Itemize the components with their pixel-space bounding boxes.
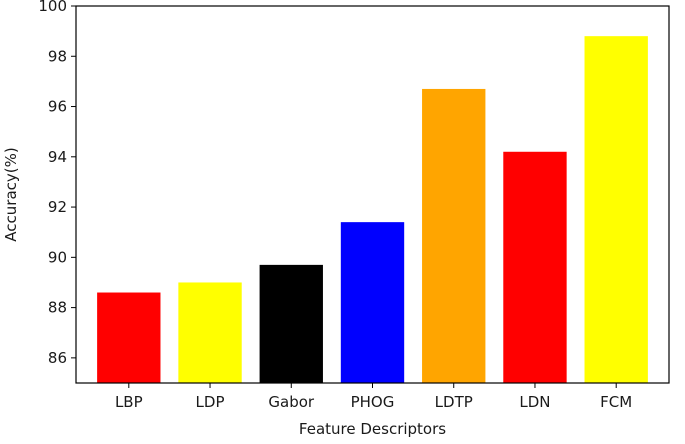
x-tick-label: FCM [600, 393, 632, 411]
bar-gabor [259, 264, 323, 383]
y-tick-label: 92 [48, 198, 67, 216]
y-tick-label: 98 [48, 47, 67, 65]
bar-ldn [503, 151, 567, 383]
x-tick-label: Gabor [268, 393, 315, 411]
y-axis-label: Accuracy(%) [2, 147, 20, 241]
bar-ldtp [422, 88, 486, 383]
bar-lbp [97, 292, 161, 383]
bar-ldp [178, 282, 242, 383]
y-tick-label: 94 [48, 148, 67, 166]
x-tick-label: LDTP [435, 393, 473, 411]
y-tick-label: 100 [38, 0, 67, 15]
y-tick-label: 90 [48, 248, 67, 266]
x-tick-label: LDN [519, 393, 550, 411]
x-tick-label: LDP [196, 393, 225, 411]
bar-fcm [584, 36, 648, 383]
y-tick-label: 86 [48, 349, 67, 367]
x-tick-label: LBP [115, 393, 143, 411]
bar-phog [340, 222, 405, 383]
x-axis-label: Feature Descriptors [299, 420, 446, 438]
x-tick-label: PHOG [351, 393, 395, 411]
y-axis-ticks: 86 88 90 92 94 96 98 100 [38, 0, 76, 367]
plot-frame [75, 5, 670, 384]
bars-layer [97, 36, 648, 383]
x-axis-ticks: LBP LDP Gabor PHOG LDTP LDN FCM [115, 383, 632, 411]
y-tick-label: 88 [48, 299, 67, 317]
y-tick-label: 96 [48, 98, 67, 116]
